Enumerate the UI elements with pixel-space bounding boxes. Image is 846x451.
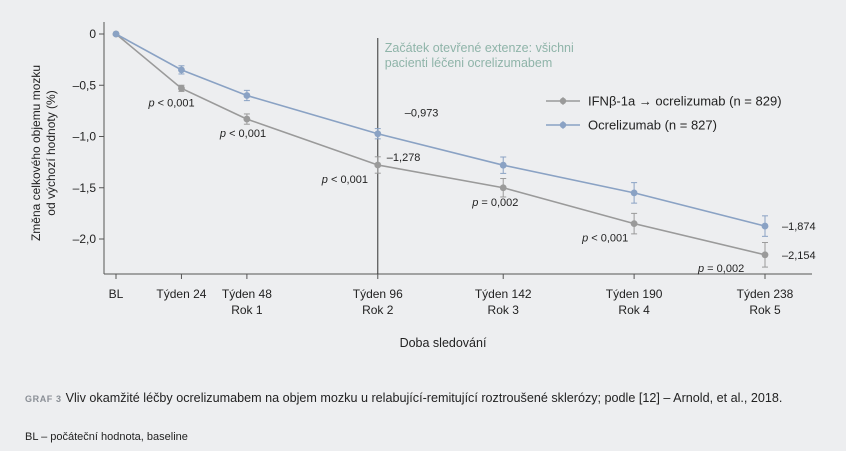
data-point [243,92,251,99]
p-value-text: = 0,002 [478,197,518,209]
x-tick-label-line: Týden 24 [156,287,206,301]
value-label: –1,278 [387,152,421,164]
x-tick-label-line: Týden 96 [353,287,403,301]
data-point [630,189,638,197]
x-tick-label-line: Týden 142 [475,287,532,301]
x-tick-label-line: Rok 2 [362,303,394,317]
x-tick-label: Týden 142 Rok 3 [475,287,532,317]
p-value-text: = 0,002 [704,263,744,275]
p-value-label: p < 0,001 [321,174,368,186]
x-tick-label-line: Týden 48 [222,287,272,301]
p-value-text: < 0,001 [328,174,368,186]
p-value-label: p < 0,001 [219,128,266,140]
x-tick-label-line: BL [109,287,124,301]
legend-item-0: IFNβ-1a → ocrelizumab (n = 829) [546,94,782,109]
x-tick-label: Týden 190 Rok 4 [606,287,663,317]
value-label: –2,154 [782,250,816,262]
p-symbol: p [581,233,588,245]
data-point [112,30,120,38]
data-point [630,220,638,228]
chart: 0 –0,5 –1,0 –1,5 –2,0 Změna celkového objemu … [29,22,816,350]
p-value-text: < 0,001 [155,97,195,109]
p-symbol: p [219,128,226,140]
p-value-label: p = 0,002 [697,263,744,275]
p-value-label: p = 0,002 [471,197,518,209]
x-tick-label: Týden 24 [156,287,206,301]
p-value-text: < 0,001 [226,128,266,140]
series-1 [112,30,769,237]
caption-label: GRAF 3 [25,394,62,404]
data-point [374,130,382,138]
y-tick-label: –1,5 [73,181,97,195]
data-point [499,161,507,169]
y-tick-label: 0 [89,27,96,41]
x-tick-label-line: Rok 1 [231,303,263,317]
legend-item-1: Ocrelizumab (n = 827) [546,118,717,133]
x-tick-label-line: Rok 3 [488,303,520,317]
legend-swatch-marker [559,121,567,129]
y-axis-title-line: od výchozí hodnoty (%) [44,90,58,215]
y-tick-label: –1,0 [73,130,97,144]
extension-label-line: pacienti léčeni ocrelizumabem [385,56,552,70]
data-point [243,115,251,123]
p-value-label: p < 0,001 [147,97,194,109]
y-axis-title-line: Změna celkového objemu mozku [29,65,43,241]
data-point [761,222,769,230]
legend-label: Ocrelizumab (n = 827) [588,118,717,133]
data-point [178,66,185,74]
x-tick-label-line: Týden 190 [606,287,663,301]
p-symbol: p [697,263,704,275]
data-point [761,251,769,259]
x-tick-label: Týden 96 Rok 2 [353,287,403,317]
data-point [374,161,382,169]
p-value-text: < 0,001 [588,233,628,245]
x-tick-label-line: Týden 238 [737,287,794,301]
caption-text: Vliv okamžité léčby ocrelizumabem na obj… [65,391,783,405]
legend-label: IFNβ-1a → ocrelizumab (n = 829) [588,94,782,109]
x-tick-label: Týden 48 Rok 1 [222,287,272,317]
x-axis-title: Doba sledování [400,336,487,350]
x-tick-label-line: Rok 5 [749,303,781,317]
x-tick-label: Týden 238 Rok 5 [737,287,794,317]
data-point [178,84,185,92]
y-tick-label: –2,0 [73,232,97,246]
p-symbol: p [471,197,478,209]
value-label: –1,874 [782,221,816,233]
y-tick-label: –0,5 [73,78,97,92]
extension-label-line: Začátek otevřené extenze: všichni [385,41,574,55]
p-value-label: p < 0,001 [581,233,628,245]
p-symbol: p [321,174,328,186]
value-label: –0,973 [405,108,439,120]
p-symbol: p [147,97,154,109]
y-axis-title: Změna celkového objemu mozkuod výchozí h… [29,65,58,241]
legend-swatch-marker [559,97,567,105]
x-tick-label: BL [109,287,124,301]
x-tick-label-line: Rok 4 [618,303,650,317]
footnote: BL – počáteční hodnota, baseline [25,431,188,443]
data-point [499,184,507,192]
figure-caption: GRAF 3 Vliv okamžité léčby ocrelizumabem … [25,389,825,408]
